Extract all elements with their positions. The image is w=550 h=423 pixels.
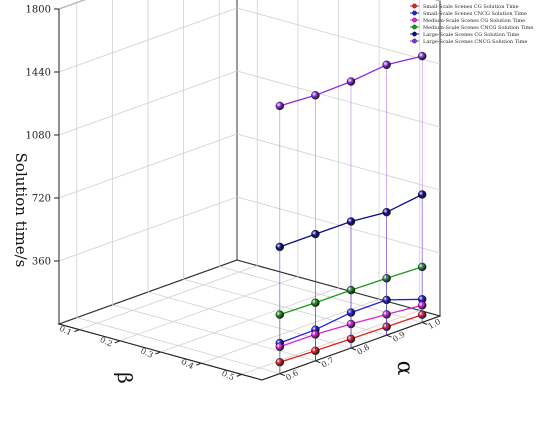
y-tick-mark [279,373,285,377]
y-tick-mark [350,347,357,351]
x-tick-mark [236,373,242,377]
y-tick-mark [422,321,428,325]
data-point [311,91,320,100]
y-tick-label: 0.7 [320,355,336,369]
grid-line-x-floor [76,317,280,374]
legend-label: Small-Scale Scenes CNCG Solution Time [423,11,527,17]
x-tick-mark [155,351,161,355]
legend-label: Medium-Scale Scenes CNCG Solution Time [423,25,533,31]
chart-series [275,51,427,374]
legend-marker [412,38,417,44]
x-tick-mark [195,362,202,366]
y-tick-mark [386,334,392,338]
grid-line-z-right [236,7,441,65]
x-tick-label: 0.4 [180,357,195,371]
y-tick-label: 0.9 [391,330,407,344]
grid-line-x-floor [112,304,316,362]
legend-label: Large-Scale Scenes CNCG Solution Time [423,39,527,45]
x-axis-title: β [113,372,137,384]
x-tick-label: 0.1 [58,324,73,338]
grid-line-z-left [58,7,238,73]
z-tick-label: 1800 [26,5,51,16]
x-tick-mark [114,340,121,344]
legend-marker [412,31,417,37]
legend-label: Small-Scale Scenes CG Solution Time [423,4,519,10]
y-tick-mark [315,360,321,364]
legend-label: Large-Scale Scenes CG Solution Time [423,32,519,38]
legend-marker [412,24,417,30]
z-tick-label: 1440 [26,68,51,79]
legend: Small-Scale Scenes CG Solution TimeSmall… [410,3,533,45]
y-tick-label: 0.6 [284,368,300,382]
grid-line-y-floor [241,310,420,375]
y-tick-label: 0.8 [356,343,372,357]
grid-line-z-left [58,133,238,199]
chart-panes [57,0,442,381]
grid-line-y-floor [160,287,339,353]
z-tick-label: 720 [32,194,51,205]
grid-line-z-right [236,70,441,128]
chart-axis-titles: Solution time/s β α [12,153,417,384]
z-tick-label: 360 [32,257,51,268]
series-5 [275,51,427,374]
z-tick-label: 1080 [26,131,51,142]
x-tick-label: 0.2 [99,335,114,349]
legend-label: Medium-Scale Scenes CG Solution Time [423,18,525,24]
data-point [418,51,427,61]
y-axis-title: α [392,361,417,376]
legend-marker [412,17,417,23]
grid-line-z-left [58,70,238,136]
chart-grid [58,0,441,375]
data-point [346,77,356,86]
x-tick-mark [74,329,80,333]
grid-line-z-right [236,196,441,254]
x-tick-label: 0.5 [220,369,235,383]
legend-marker [412,3,417,9]
legend-marker [412,10,417,16]
x-tick-label: 0.3 [139,346,154,360]
data-point [382,60,391,70]
grid-line-z-right [236,133,441,191]
grid-line-z-left [58,196,238,262]
data-point [275,101,284,111]
y-tick-label: 1.0 [427,317,443,331]
z-axis-title: Solution time/s [12,153,30,268]
